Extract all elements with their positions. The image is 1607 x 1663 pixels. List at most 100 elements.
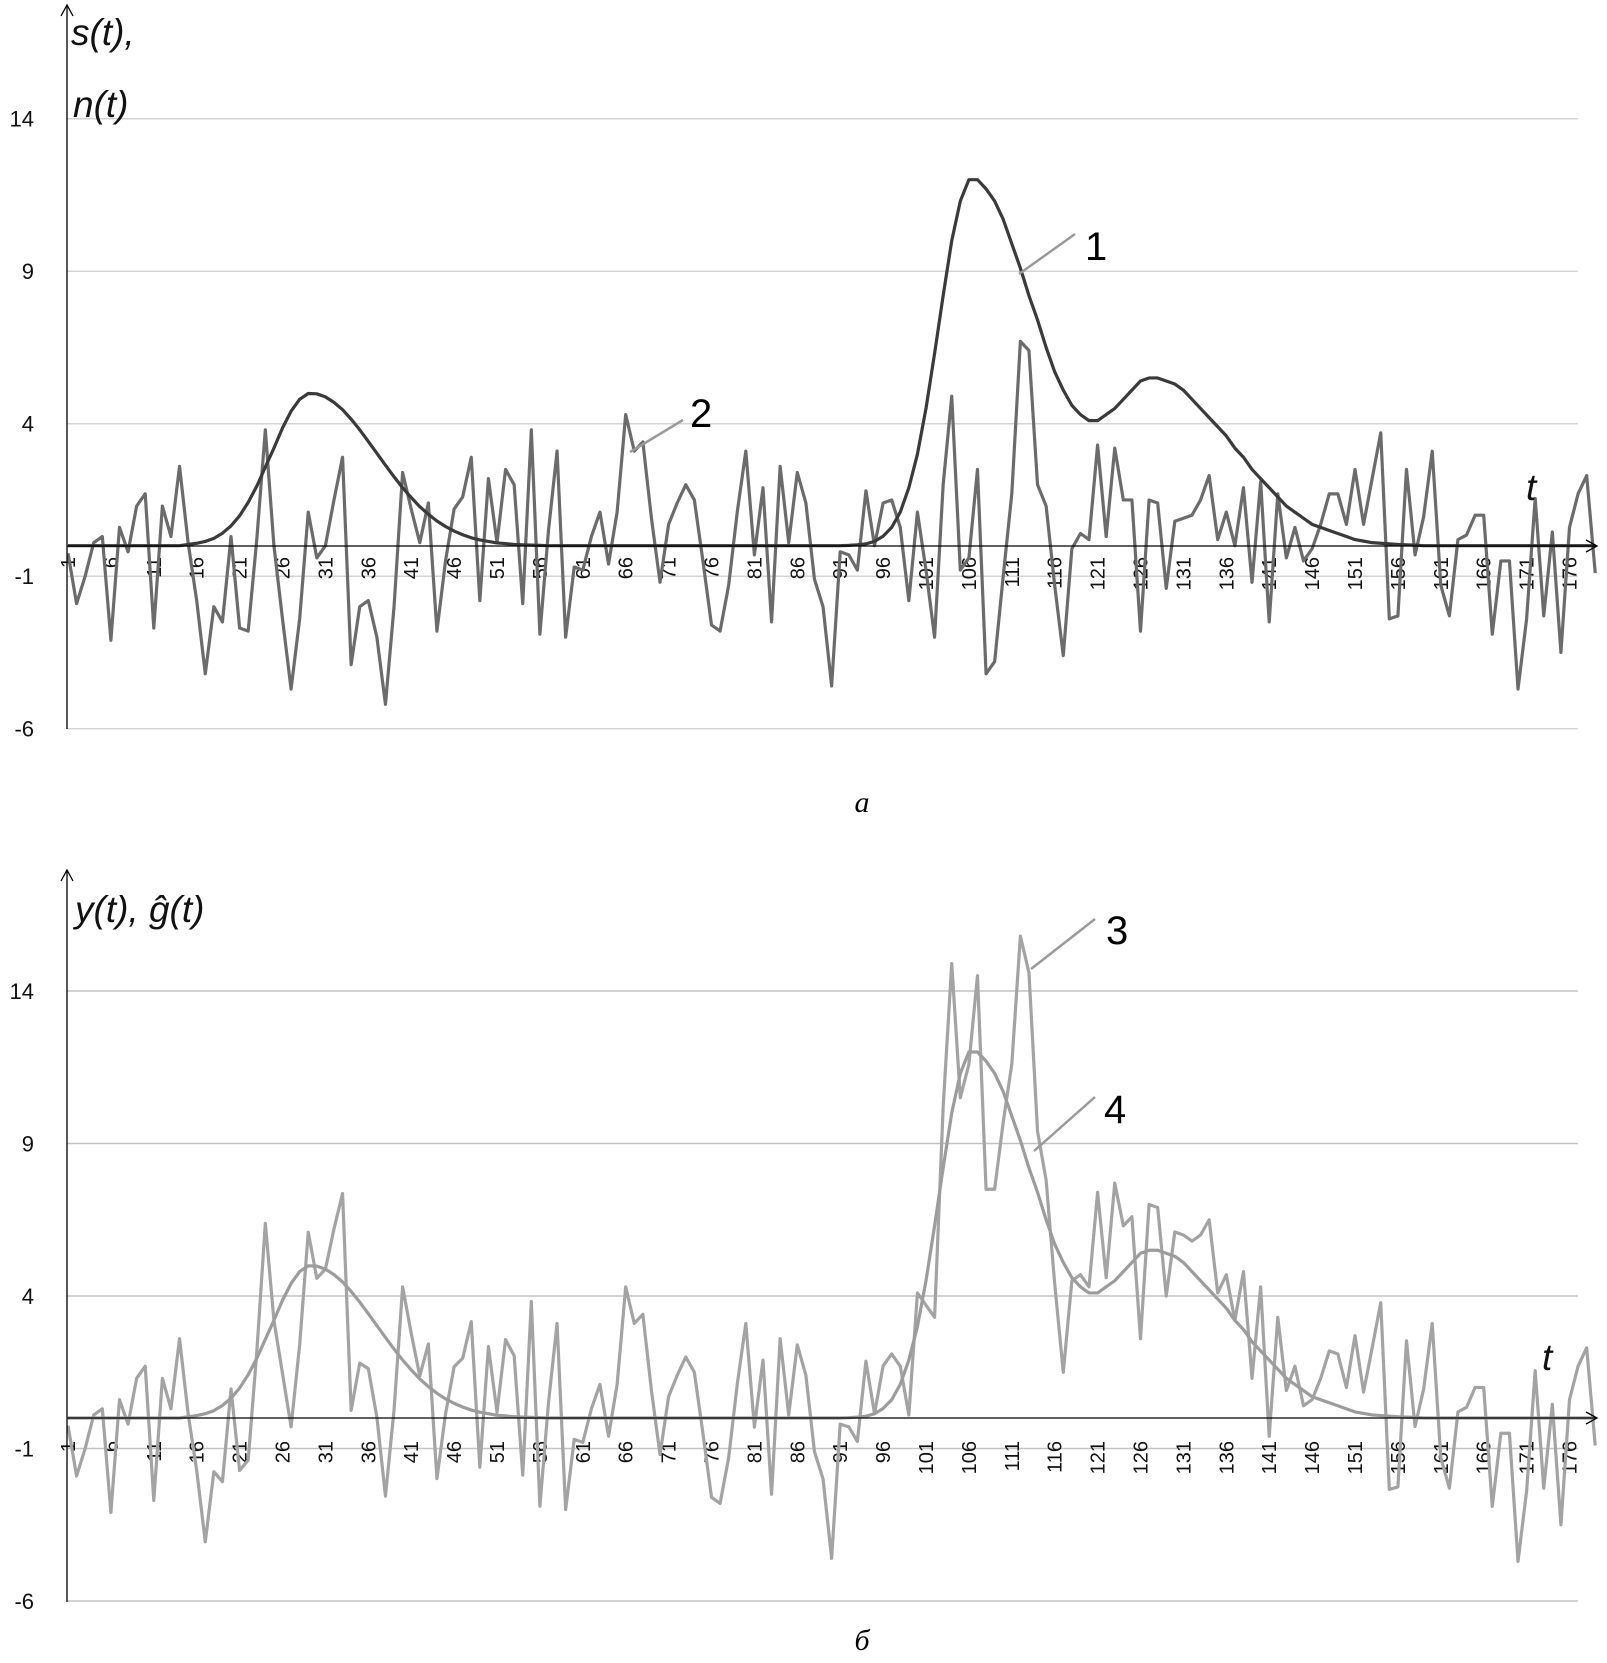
x-tick-label: 96 [873,1441,895,1463]
x-tick-label: 86 [787,557,809,579]
series-1-line [68,178,1596,548]
x-tick-label: 46 [444,1441,466,1463]
y-tick-label: -6 [14,1589,34,1614]
x-tick-label: 46 [444,557,466,579]
x-tick-label: 16 [187,1441,209,1463]
x-tick-label: 6 [101,557,123,568]
x-tick-label: 31 [315,1441,337,1463]
x-tick-label: 176 [1560,557,1582,590]
y-tick-labels: 14 9 4 -1 -6 [10,107,34,742]
y-axis-label: y(t), ĝ(t) [72,889,204,930]
x-tick-label: 136 [1216,557,1238,590]
x-tick-label: 51 [487,1441,509,1463]
x-tick-label: 146 [1302,557,1324,590]
x-tick-label: 81 [744,1441,766,1463]
x-tick-label: 41 [401,557,423,579]
x-tick-labels: 1 6 11 16 21 26 31 36 41 46 51 56 61 66 71 76 81 86 91 96 10… [58,557,1582,590]
x-tick-label: 6 [101,1441,123,1452]
x-tick-label: 91 [830,1441,852,1463]
series-1-leader [1018,232,1076,276]
x-tick-label: 96 [873,557,895,579]
x-tick-label: 36 [358,557,380,579]
x-tick-label: 171 [1517,557,1539,590]
x-tick-label: 101 [916,1441,938,1474]
x-tick-label: 161 [1431,557,1453,590]
y-tick-labels: 14 9 4 -1 -6 [10,979,34,1614]
y-tick-label: 9 [22,259,34,284]
x-tick-label: 51 [487,557,509,579]
x-tick-label: 111 [1002,557,1024,587]
x-tick-label: 66 [616,1441,638,1463]
x-axis-label: t [1542,1337,1554,1378]
panel-b-caption: б [854,1624,870,1657]
series-3-leader [1030,918,1096,970]
x-tick-label: 36 [358,1441,380,1463]
x-tick-label: 81 [744,557,766,579]
series-lines [66,178,1597,706]
x-tick-label: 116 [1045,1441,1067,1473]
y-tick-label: 14 [10,107,34,132]
x-tick-label: 71 [659,1441,681,1463]
series-4-leader [1033,1096,1096,1152]
y-axis-arrow-icon [60,3,74,17]
x-tick-label: 26 [273,1441,295,1463]
y-axis-label-line-1: s(t), [71,12,135,53]
x-tick-label: 76 [702,557,724,579]
panel-a-caption: а [855,786,870,819]
series-3-line [66,934,1597,1563]
x-tick-label: 166 [1474,557,1496,590]
x-tick-label: 66 [616,557,638,579]
x-tick-label: 151 [1345,557,1367,590]
y-tick-label: 4 [22,412,34,437]
x-tick-label: 126 [1131,557,1153,590]
y-tick-label: -6 [14,717,34,742]
x-tick-label: 91 [830,557,852,579]
x-tick-label: 136 [1216,1441,1238,1474]
y-tick-label: -1 [14,1437,34,1462]
series-2-leader [629,418,684,454]
y-tick-label: 14 [10,979,34,1004]
y-tick-label: -1 [14,564,34,589]
x-tick-label: 131 [1173,557,1195,590]
x-tick-label: 106 [959,557,981,590]
series-3-label: 3 [1106,909,1128,953]
x-tick-label: 1 [58,1441,80,1452]
y-axis-arrow-icon [60,868,74,882]
x-tick-label: 146 [1302,1441,1324,1474]
y-tick-label: 4 [22,1284,34,1309]
gridlines [67,990,1578,1602]
y-axis-label-line-2: n(t) [73,84,129,125]
x-tick-label: 31 [315,557,337,579]
x-tick-label: 121 [1088,1441,1110,1474]
x-tick-label: 166 [1474,1441,1496,1474]
series-4-label: 4 [1104,1088,1126,1132]
series-1-label: 1 [1085,225,1107,269]
y-tick-label: 9 [22,1132,34,1157]
x-tick-label: 41 [401,1441,423,1463]
x-tick-label: 141 [1259,1441,1281,1474]
series-2-line [66,339,1597,706]
x-tick-label: 21 [230,1441,252,1463]
x-tick-label: 131 [1173,1441,1195,1474]
x-tick-label: 11 [144,557,166,578]
x-tick-label: 126 [1131,1441,1153,1474]
x-tick-label: 106 [959,1441,981,1474]
x-axis-arrow-icon [1585,539,1599,553]
x-tick-label: 86 [787,1441,809,1463]
x-tick-label: 121 [1088,557,1110,590]
x-tick-label: 56 [530,1441,552,1463]
x-tick-label: 61 [573,1441,595,1463]
x-axis-arrow-icon [1585,1411,1599,1425]
x-tick-label: 116 [1045,557,1067,589]
gridlines [67,117,1578,730]
x-tick-label: 151 [1345,1441,1367,1474]
series-2-label: 2 [690,392,712,436]
x-tick-label: 111 [1002,1441,1024,1471]
x-tick-label: 176 [1560,1441,1582,1474]
x-axis-label: t [1526,467,1538,508]
x-tick-label: 11 [144,1441,166,1462]
x-tick-label: 56 [530,557,552,579]
